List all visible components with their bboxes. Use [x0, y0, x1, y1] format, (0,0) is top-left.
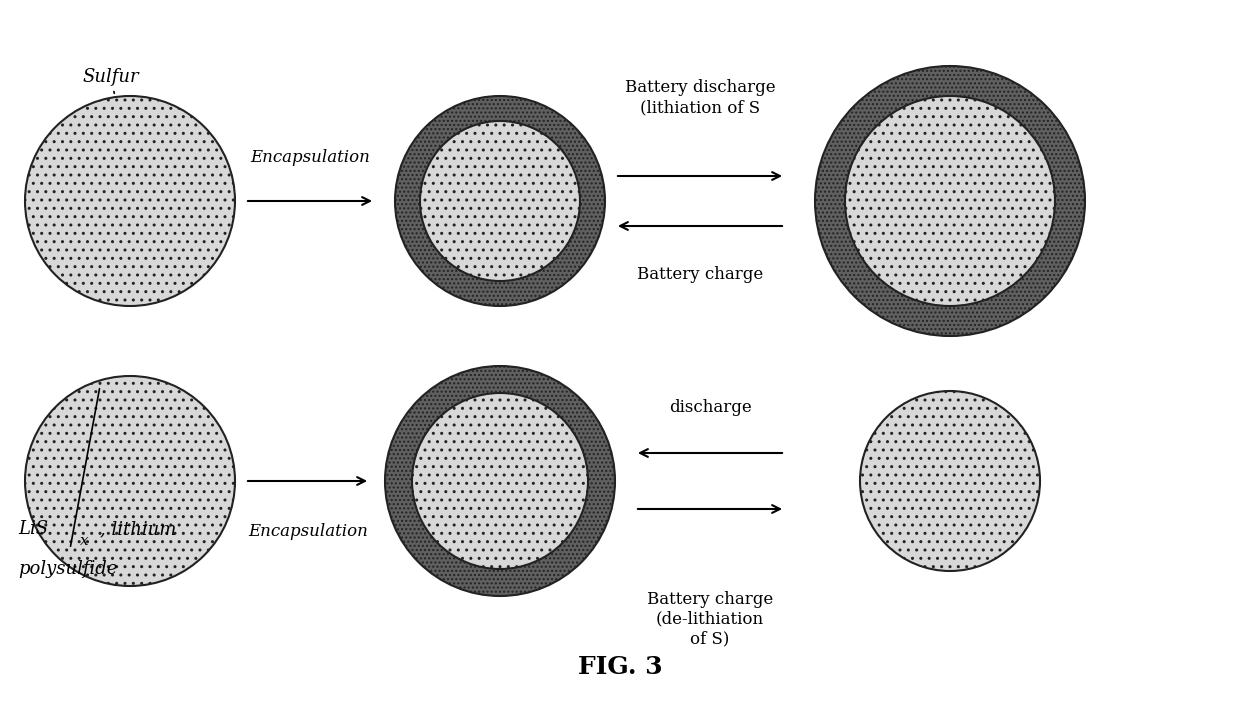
Text: Battery charge: Battery charge: [637, 266, 763, 283]
Text: polysulfide: polysulfide: [19, 560, 118, 578]
Text: Sulfur: Sulfur: [82, 68, 139, 93]
Text: Battery discharge
(lithiation of S: Battery discharge (lithiation of S: [625, 79, 775, 116]
Circle shape: [815, 66, 1085, 336]
Text: Encapsulation: Encapsulation: [248, 523, 368, 540]
Text: FIG. 3: FIG. 3: [578, 655, 662, 679]
Circle shape: [861, 391, 1040, 571]
Text: LiS: LiS: [19, 520, 48, 538]
Circle shape: [844, 96, 1055, 306]
Text: , lithium: , lithium: [100, 520, 176, 538]
Circle shape: [396, 96, 605, 306]
Circle shape: [25, 96, 236, 306]
Text: Encapsulation: Encapsulation: [250, 149, 370, 166]
Circle shape: [420, 121, 580, 281]
Text: Battery charge
(de-lithiation
of S): Battery charge (de-lithiation of S): [647, 591, 773, 647]
Circle shape: [412, 393, 588, 569]
Text: x: x: [81, 534, 88, 548]
Circle shape: [25, 376, 236, 586]
Circle shape: [384, 366, 615, 596]
Text: discharge: discharge: [668, 399, 751, 416]
